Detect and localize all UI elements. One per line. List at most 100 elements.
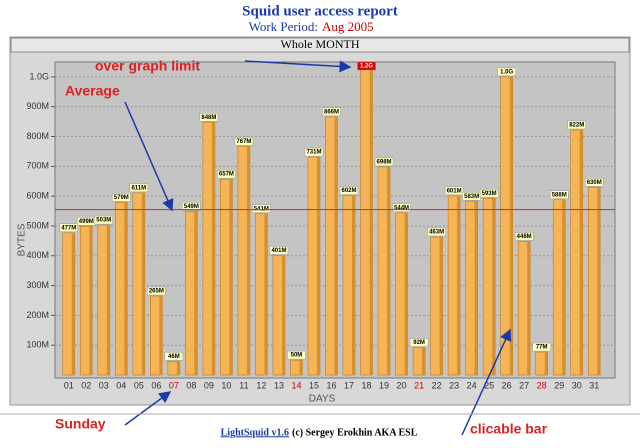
value-label-box (427, 227, 446, 237)
arrow (461, 328, 512, 436)
bar-side (106, 225, 110, 375)
bar-side (597, 187, 601, 375)
bar-side (474, 201, 478, 375)
value-label: 477M (61, 225, 76, 231)
period: Aug 2005 (322, 19, 374, 34)
x-tick-label: 15 (309, 380, 319, 390)
bar-side (544, 352, 548, 375)
bar-side (141, 192, 145, 375)
bar-side (422, 347, 426, 375)
value-label-box (94, 215, 113, 225)
y-tick-label: 300M (26, 280, 49, 290)
value-label: 50M (291, 353, 303, 359)
bar-side (159, 296, 163, 375)
value-label-box (392, 203, 411, 213)
x-tick-label: 29 (554, 380, 564, 390)
x-tick-label: 10 (221, 380, 231, 390)
value-label-box (234, 137, 254, 146)
bar-side (352, 195, 356, 375)
x-tick-label: 27 (519, 380, 529, 390)
value-label: 499M (79, 219, 94, 225)
bar-side (194, 211, 198, 375)
x-tick-label: 06 (151, 380, 161, 390)
x-tick-label: 04 (116, 380, 126, 390)
x-tick-label: 21 (414, 380, 424, 390)
bar-side (71, 232, 75, 375)
x-tick-label: 13 (274, 380, 284, 390)
y-tick-label: 500M (26, 220, 49, 230)
value-label: 549M (184, 204, 199, 210)
value-label-box (287, 350, 306, 360)
value-label-box (217, 169, 236, 179)
value-label-box (550, 190, 569, 199)
footer-credit: (c) Sergey Erokhin AKA ESL (292, 427, 418, 438)
value-label: 848M (201, 115, 216, 121)
bar-side (509, 76, 513, 376)
x-tick-label: 09 (204, 380, 214, 390)
y-tick-label: 400M (26, 250, 49, 260)
value-label: 602M (342, 188, 357, 194)
annotation: over graph limit (95, 58, 200, 74)
value-label: 731M (306, 150, 321, 156)
value-label-box (252, 204, 271, 213)
chart-title: Whole MONTH (281, 37, 360, 51)
y-tick-label: 200M (26, 310, 49, 320)
x-tick-label: 12 (256, 380, 266, 390)
value-label: 822M (569, 123, 584, 129)
bar-side (492, 198, 496, 375)
value-label-box (182, 202, 201, 211)
value-label: 657M (219, 172, 234, 178)
value-label-box (567, 120, 586, 130)
y-tick-label: 1.0G (29, 71, 49, 81)
x-tick-label: 11 (239, 380, 248, 390)
x-tick-label: 22 (432, 380, 442, 390)
footer-link[interactable]: LightSquid v1.6 (221, 427, 289, 438)
value-label-box (585, 177, 604, 187)
value-label: 1.2G (360, 64, 373, 70)
bar-side (334, 116, 338, 376)
arrow (244, 60, 352, 73)
value-label: 767M (236, 139, 251, 145)
bar-side (89, 226, 93, 375)
annotation: Sunday (55, 416, 106, 432)
value-label: 630M (587, 180, 602, 186)
panel-header (10, 37, 630, 53)
bar-side (211, 122, 215, 375)
x-tick-label: 23 (449, 380, 459, 390)
bar-side (579, 129, 583, 375)
x-tick-label: 03 (99, 380, 109, 390)
x-tick-label: 05 (134, 380, 144, 390)
value-label: 46M (168, 354, 180, 360)
value-label-box (322, 107, 341, 117)
value-label-box (112, 193, 131, 202)
y-tick-label: 800M (26, 131, 49, 141)
value-label-box (164, 352, 184, 361)
annotation: Average (65, 83, 120, 99)
x-tick-label: 08 (186, 380, 196, 390)
x-tick-label: 20 (397, 380, 407, 390)
value-label-box (59, 223, 78, 233)
x-tick-label: 30 (572, 380, 582, 390)
bar-side (316, 157, 320, 375)
bar-side (124, 202, 128, 375)
value-label: 611M (131, 185, 146, 191)
y-axis-label: BYTES (17, 223, 28, 256)
bar-side (229, 179, 233, 375)
value-label-box (304, 147, 324, 157)
value-label-box (357, 61, 376, 71)
bar-side (387, 166, 391, 375)
x-tick-label: 28 (537, 380, 547, 390)
x-tick-label: 01 (64, 380, 74, 390)
x-tick-label: 31 (589, 380, 599, 390)
value-label-box (514, 232, 534, 241)
value-label: 77M (536, 345, 548, 351)
x-axis-label: DAYS (309, 394, 336, 405)
value-label-box (532, 342, 551, 352)
x-tick-label: 25 (484, 380, 494, 390)
bar-side (281, 255, 285, 375)
value-label-box (497, 67, 516, 77)
period-label: Work Period: (249, 19, 318, 34)
bar-side (176, 361, 180, 375)
